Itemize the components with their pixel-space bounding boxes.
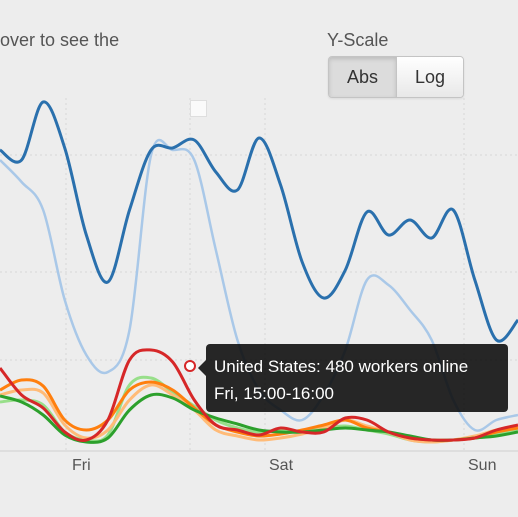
x-tick-fri: Fri xyxy=(72,457,91,474)
x-tick-sun: Sun xyxy=(468,457,497,474)
series-line xyxy=(0,100,518,343)
series-line xyxy=(0,383,518,444)
hover-tooltip: United States: 480 workers online Fri, 1… xyxy=(206,344,508,412)
hover-point-marker xyxy=(184,360,196,372)
small-placeholder-box xyxy=(190,100,207,117)
tooltip-line-1: United States: 480 workers online xyxy=(214,357,469,376)
abs-scale-button[interactable]: Abs xyxy=(329,57,397,97)
y-scale-toggle: Abs Log xyxy=(328,56,464,98)
y-scale-label: Y-Scale xyxy=(327,30,389,50)
log-scale-button[interactable]: Log xyxy=(397,57,463,97)
x-tick-sat: Sat xyxy=(269,457,294,474)
hint-text: over to see the xyxy=(0,30,120,50)
tooltip-line-2: Fri, 15:00-16:00 xyxy=(214,384,335,403)
series-line xyxy=(0,348,518,442)
tooltip-arrow xyxy=(198,360,206,376)
